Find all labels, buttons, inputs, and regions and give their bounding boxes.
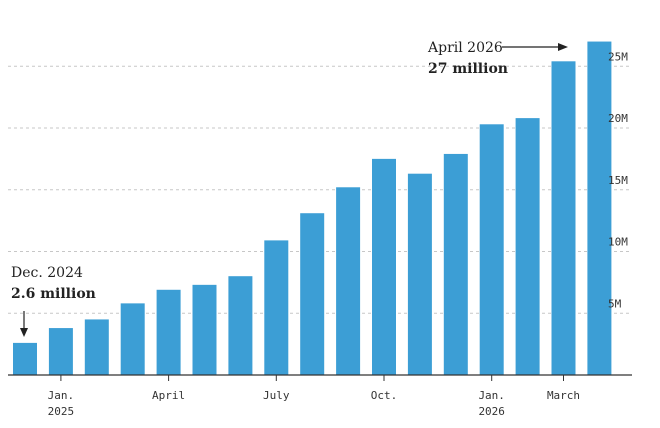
annotation-dec-2024-arrowhead bbox=[20, 328, 28, 337]
bar-jun-2025 bbox=[228, 276, 253, 375]
bar-sep-2025 bbox=[336, 187, 361, 375]
x-axis-tick-labels: Jan. 2025 April July Oct. Jan. 2026 March bbox=[48, 375, 580, 418]
bar-dec-2024 bbox=[13, 342, 37, 375]
bar-feb-2026 bbox=[515, 118, 540, 376]
annotation-april-2026-value: 27 million bbox=[428, 61, 508, 77]
bar-jan-2025 bbox=[48, 328, 73, 375]
y-tick-label: 5M bbox=[608, 297, 622, 310]
bar-dec-2025 bbox=[443, 153, 468, 375]
bar-mar-2025 bbox=[120, 303, 145, 375]
bar-oct-2025 bbox=[372, 158, 396, 375]
x-tick-label: Jan. bbox=[48, 389, 75, 402]
bar-aug-2025 bbox=[300, 213, 325, 375]
bar-may-2025 bbox=[192, 284, 217, 375]
annotation-dec-2024: Dec. 2024 2.6 million bbox=[11, 265, 96, 337]
bar-apr-2025 bbox=[156, 289, 181, 375]
x-tick-year-label: 2025 bbox=[48, 405, 75, 418]
bar-jan-2026 bbox=[479, 124, 504, 375]
y-tick-label: 25M bbox=[608, 50, 628, 63]
annotation-dec-2024-value: 2.6 million bbox=[11, 286, 96, 302]
x-tick-label: Oct. bbox=[371, 389, 398, 402]
annotation-april-2026-arrowhead bbox=[558, 43, 568, 51]
x-tick-label: April bbox=[152, 389, 185, 402]
x-tick-year-label: 2026 bbox=[478, 405, 505, 418]
bar-feb-2025 bbox=[84, 319, 109, 375]
bar-nov-2025 bbox=[407, 173, 432, 375]
bar-apr-2026 bbox=[587, 41, 612, 376]
x-tick-label: July bbox=[263, 389, 290, 402]
bars bbox=[13, 41, 612, 376]
annotation-april-2026-title: April 2026 bbox=[427, 40, 503, 56]
y-axis-tick-labels: 5M 10M 15M 20M 25M bbox=[608, 50, 628, 310]
x-tick-label: Jan. bbox=[478, 389, 505, 402]
annotation-april-2026: April 2026 27 million bbox=[427, 40, 568, 77]
bar-jul-2025 bbox=[264, 240, 289, 375]
x-tick-label: March bbox=[547, 389, 580, 402]
y-tick-label: 10M bbox=[608, 236, 628, 249]
annotation-dec-2024-title: Dec. 2024 bbox=[11, 265, 83, 281]
y-tick-label: 20M bbox=[608, 112, 628, 125]
bar-mar-2026 bbox=[551, 61, 576, 376]
y-tick-label: 15M bbox=[608, 174, 628, 187]
